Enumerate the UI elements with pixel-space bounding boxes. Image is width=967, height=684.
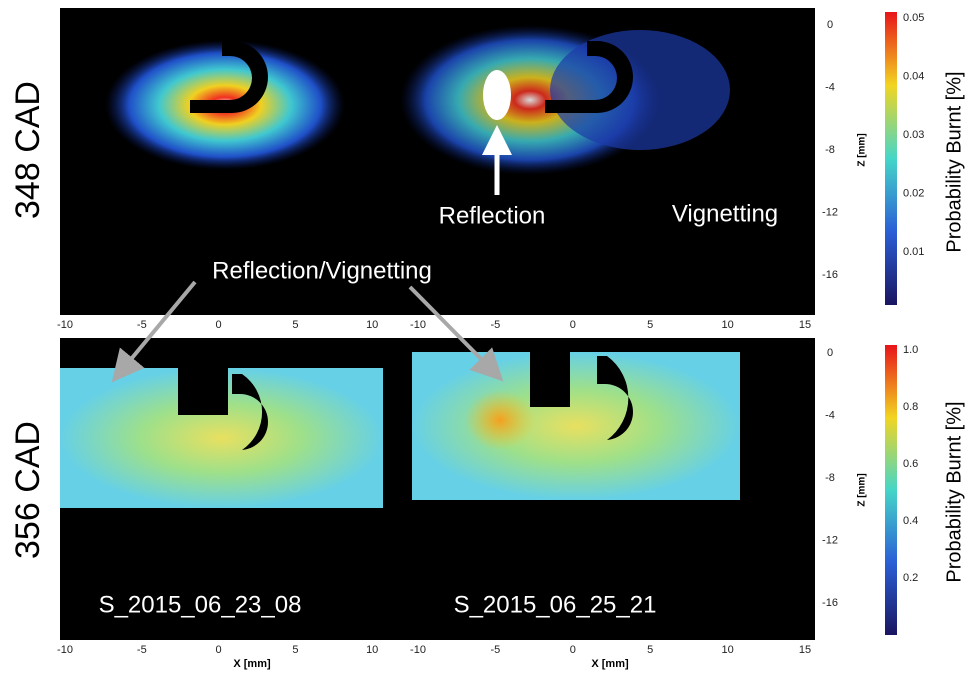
x-tick-label: 10 <box>366 644 378 656</box>
x-tick-label: 10 <box>721 319 733 331</box>
colorbar-tick-label: 0.8 <box>903 401 918 413</box>
colorbar-tick-label: 0.03 <box>903 129 924 141</box>
x-tick-label: 10 <box>721 644 733 656</box>
reflection-spot <box>483 70 511 120</box>
colorbar-tick-label: 0.6 <box>903 458 918 470</box>
x-tick-label: 5 <box>292 644 298 656</box>
z-tick-label: 0 <box>827 347 833 359</box>
x-tick-label: 0 <box>216 319 222 331</box>
colorbar-tick-label: 0.04 <box>903 70 924 82</box>
colorbar-tick-label: 0.2 <box>903 572 918 584</box>
x-tick-label: -5 <box>491 644 501 656</box>
axis-label: X [mm] <box>233 658 271 670</box>
z-tick-label: -16 <box>822 597 838 609</box>
annotation: Vignetting <box>672 200 778 227</box>
x-tick-label: -5 <box>137 319 147 331</box>
axis-label: Z [mm] <box>857 473 868 506</box>
arrow <box>408 285 504 382</box>
colorbar-tick-label: 0.05 <box>903 12 924 24</box>
z-tick-label: -12 <box>822 534 838 546</box>
z-tick-label: 0 <box>827 19 833 31</box>
axis-label: X [mm] <box>591 658 629 670</box>
z-tick-label: -16 <box>822 269 838 281</box>
z-tick-label: -8 <box>825 144 835 156</box>
sample-label: S_2015_06_23_08 <box>99 591 302 618</box>
x-tick-label: 5 <box>292 319 298 331</box>
x-tick-label: 10 <box>366 319 378 331</box>
electrode <box>545 41 633 113</box>
colorbar <box>885 345 897 635</box>
electrode <box>178 360 228 415</box>
x-tick-label: -5 <box>491 319 501 331</box>
row-label: 356 CAD <box>9 421 47 559</box>
x-tick-label: 15 <box>799 644 811 656</box>
colorbar <box>885 12 897 305</box>
heat-blob <box>465 390 535 450</box>
axis-label: Z [mm] <box>857 133 868 166</box>
electrode <box>190 374 268 450</box>
colorbar-tick-label: 0.02 <box>903 187 924 199</box>
z-tick-label: -12 <box>822 206 838 218</box>
x-tick-label: -5 <box>137 644 147 656</box>
arrow <box>111 280 197 383</box>
heat-area <box>412 352 740 500</box>
electrode <box>190 41 268 113</box>
colorbar-tick-label: 0.4 <box>903 515 918 527</box>
sample-label: S_2015_06_25_21 <box>454 591 657 618</box>
x-tick-label: -10 <box>410 644 426 656</box>
heat-blob <box>550 30 730 150</box>
electrode <box>530 352 570 407</box>
colorbar-label: Probability Burnt [%] <box>943 401 965 582</box>
annotation: Reflection/Vignetting <box>212 257 432 284</box>
x-tick-label: -10 <box>410 319 426 331</box>
x-tick-label: 15 <box>799 319 811 331</box>
colorbar-tick-label: 0.01 <box>903 246 924 258</box>
x-tick-label: 5 <box>647 644 653 656</box>
colorbar-label: Probability Burnt [%] <box>943 71 965 252</box>
x-tick-label: -10 <box>57 319 73 331</box>
x-tick-label: 0 <box>570 319 576 331</box>
row-label: 348 CAD <box>9 81 47 219</box>
x-tick-label: 0 <box>216 644 222 656</box>
z-tick-label: -4 <box>825 409 835 421</box>
x-tick-label: -10 <box>57 644 73 656</box>
annotation: Reflection <box>439 202 546 229</box>
x-tick-label: 5 <box>647 319 653 331</box>
z-tick-label: -8 <box>825 472 835 484</box>
colorbar-tick-label: 1.0 <box>903 344 918 356</box>
x-tick-label: 0 <box>570 644 576 656</box>
electrode <box>545 356 633 440</box>
z-tick-label: -4 <box>825 81 835 93</box>
